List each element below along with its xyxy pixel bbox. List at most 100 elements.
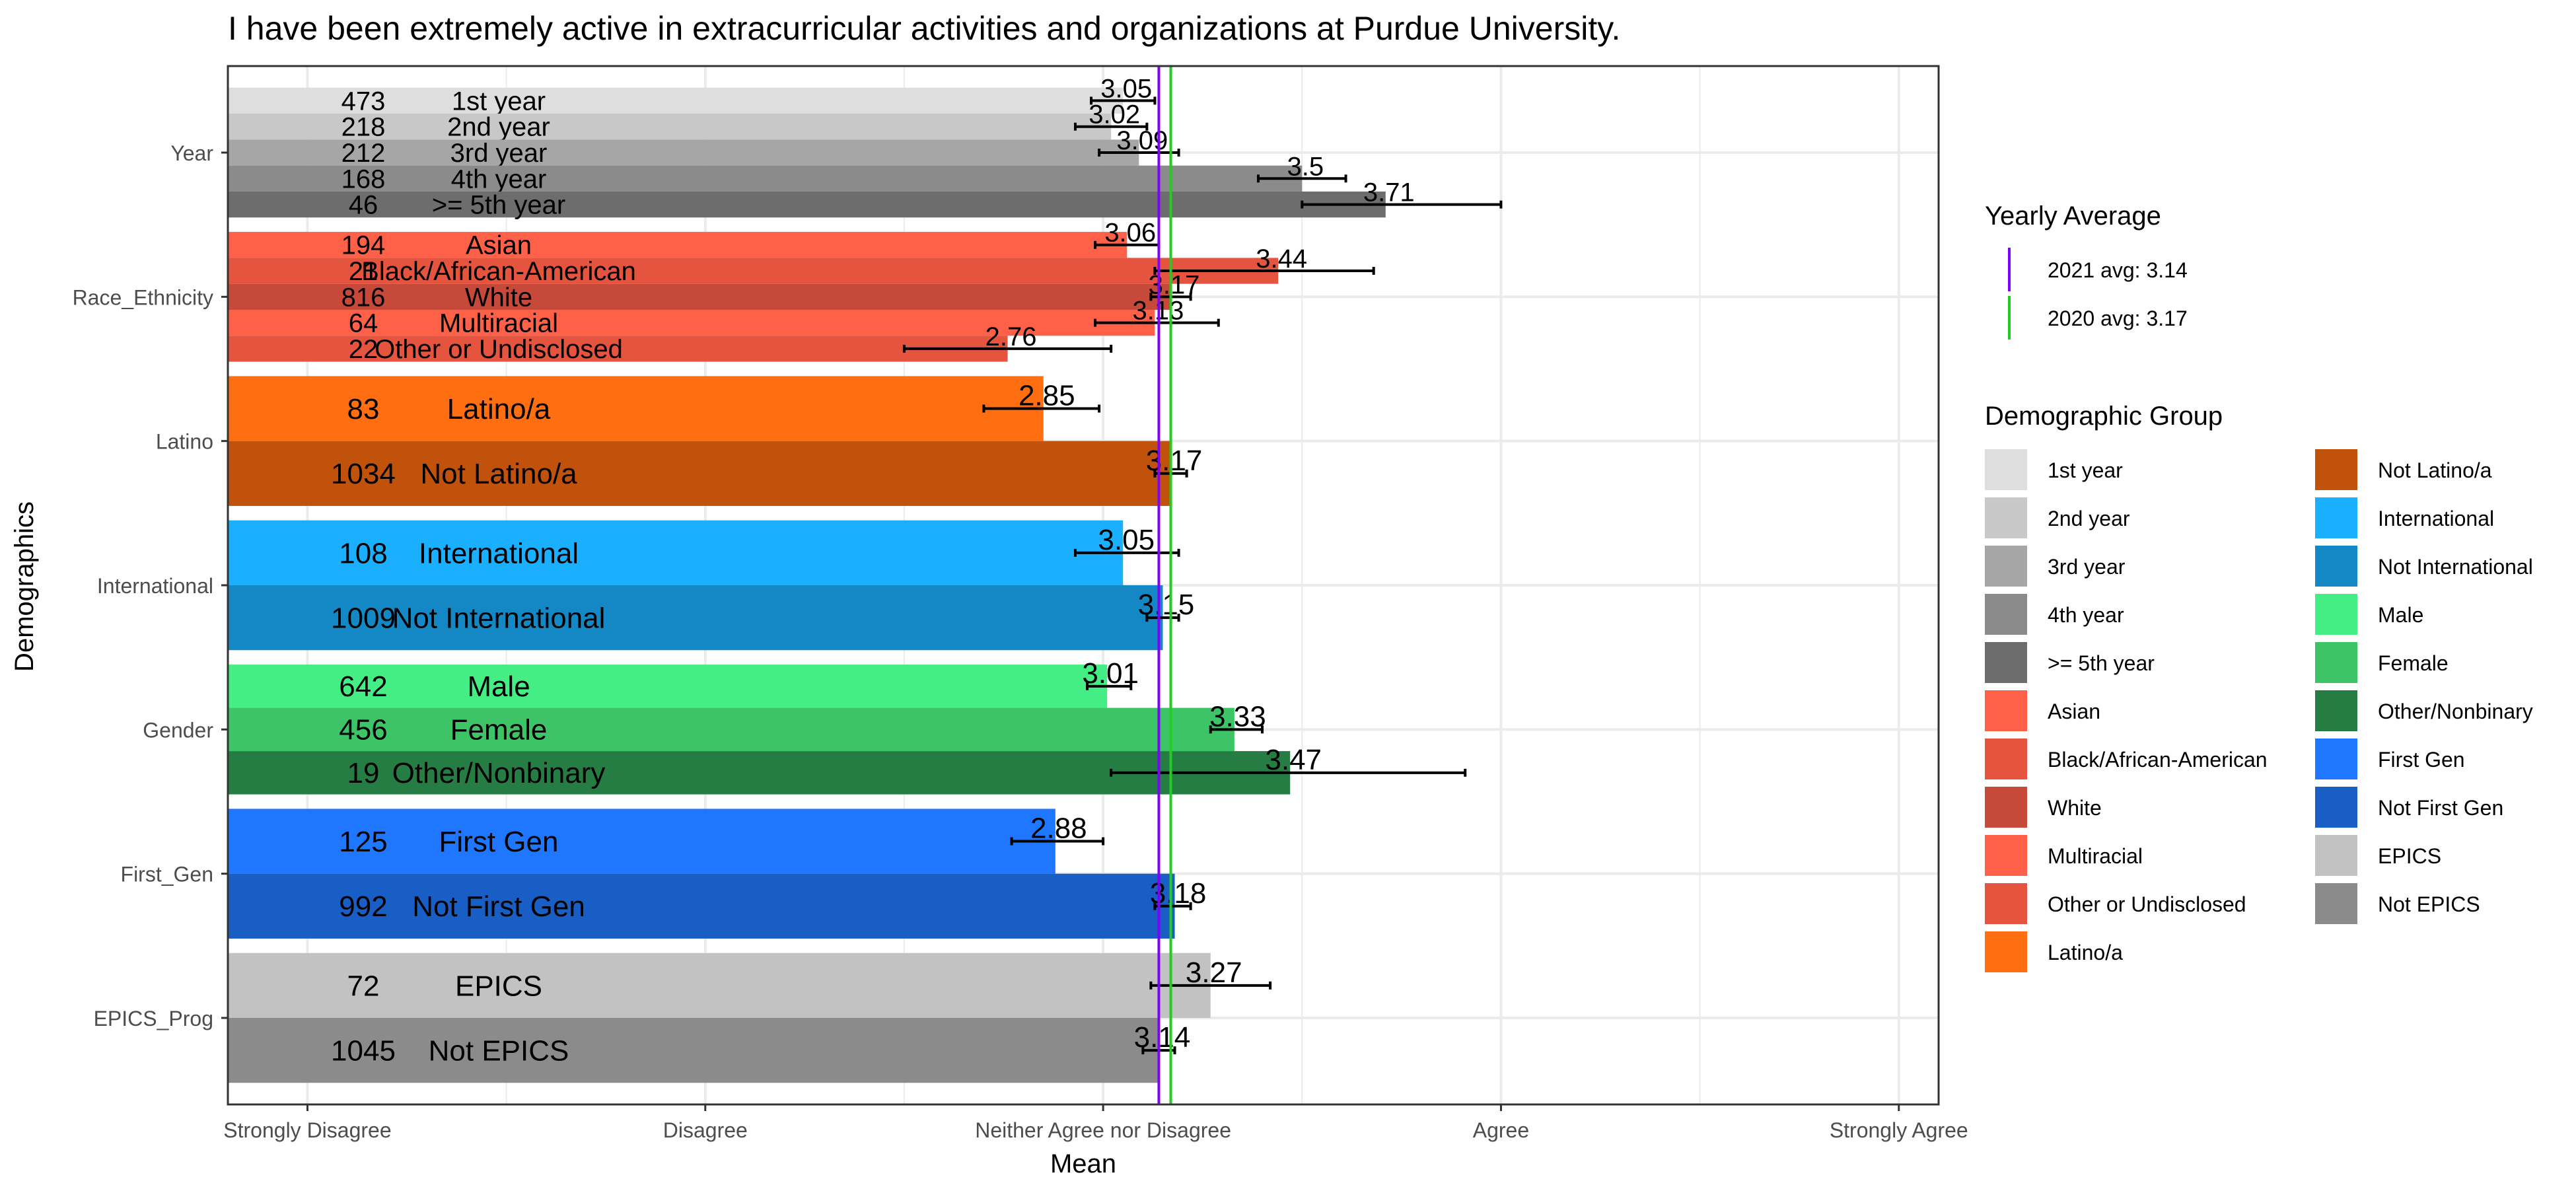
legend-key <box>2315 835 2357 876</box>
reference-legend-label: 2021 avg: 3.14 <box>2048 258 2188 282</box>
bar <box>228 114 1112 140</box>
bar-category-label: Latino/a <box>447 393 551 425</box>
bar-category-label: Other or Undisclosed <box>375 335 623 364</box>
bar-value-label: 3.17 <box>1146 445 1203 477</box>
y-axis-title: Demographics <box>10 501 39 672</box>
legend-label: 2nd year <box>2048 507 2130 530</box>
x-tick-label: Strongly Agree <box>1830 1118 1968 1142</box>
legend-label: Multiracial <box>2048 844 2143 868</box>
bar <box>228 376 1044 441</box>
bar-category-label: First Gen <box>439 826 559 858</box>
bar-count-label: 1034 <box>331 458 396 490</box>
bar <box>228 165 1303 192</box>
bar-value-label: 3.5 <box>1287 152 1324 181</box>
bar-count-label: 19 <box>347 757 380 789</box>
legend-key <box>2315 594 2357 635</box>
bar-category-label: Female <box>450 714 548 746</box>
bar-category-label: International <box>419 537 579 569</box>
bar <box>228 441 1171 506</box>
bar <box>228 585 1163 651</box>
bar-value-label: 3.02 <box>1089 100 1140 129</box>
bar-count-label: 108 <box>339 537 387 569</box>
bar-category-label: 3rd year <box>450 139 548 168</box>
bar-value-label: 3.15 <box>1138 589 1195 621</box>
bar <box>228 336 1008 362</box>
bar-value-label: 3.05 <box>1100 74 1152 103</box>
bar-category-label: Not Latino/a <box>420 458 577 490</box>
bar-value-label: 3.14 <box>1134 1021 1191 1054</box>
legend-label: International <box>2378 507 2494 530</box>
bar-count-label: 46 <box>349 191 378 220</box>
bar-count-label: 22 <box>349 335 378 364</box>
bar-value-label: 3.71 <box>1363 178 1415 207</box>
bar-category-label: Asian <box>466 231 532 260</box>
legend-key <box>2315 883 2357 924</box>
bar-category-label: Black/African-American <box>361 257 636 286</box>
legend-label: Not EPICS <box>2378 892 2480 916</box>
legend-key <box>1985 497 2027 538</box>
bar-category-label: >= 5th year <box>432 191 565 220</box>
bar <box>228 87 1124 114</box>
legend-label: EPICS <box>2378 844 2441 868</box>
bar-category-label: 2nd year <box>447 113 550 142</box>
bar <box>228 191 1386 218</box>
legend-label: 3rd year <box>2048 555 2126 579</box>
legend-key <box>2315 449 2357 490</box>
bar-value-label: 2.76 <box>985 322 1037 351</box>
bar-count-label: 212 <box>341 139 386 168</box>
legend-key <box>1985 931 2027 972</box>
bar-value-label: 3.01 <box>1082 657 1139 690</box>
bar <box>228 665 1108 708</box>
bar-count-label: 83 <box>347 393 380 425</box>
group-legend-title: Demographic Group <box>1985 402 2223 431</box>
bar <box>228 953 1211 1018</box>
y-tick-label: International <box>97 574 213 598</box>
bar <box>228 707 1234 752</box>
legend-label: Not International <box>2378 555 2533 579</box>
bar-category-label: Multiracial <box>439 309 558 338</box>
bar <box>228 139 1139 166</box>
legend-label: Black/African-American <box>2048 748 2268 772</box>
legend-key <box>1985 546 2027 587</box>
bar <box>228 309 1155 336</box>
bar <box>228 283 1171 310</box>
x-tick-label: Agree <box>1473 1118 1529 1142</box>
legend-label: 1st year <box>2048 458 2123 482</box>
legend-key <box>2315 787 2357 828</box>
legend-key <box>1985 642 2027 683</box>
legend-key <box>2315 690 2357 731</box>
bar-count-label: 992 <box>339 890 387 923</box>
bar-value-label: 2.88 <box>1030 812 1087 845</box>
bar <box>228 873 1175 939</box>
legend-label: 4th year <box>2048 603 2124 627</box>
bar-value-label: 3.17 <box>1149 270 1200 299</box>
bar-value-label: 3.27 <box>1186 956 1242 989</box>
legend-key <box>1985 449 2027 490</box>
bar-count-label: 816 <box>341 283 386 312</box>
y-tick-label: Year <box>170 141 213 165</box>
legend-key <box>1985 594 2027 635</box>
bar-count-label: 194 <box>341 231 386 260</box>
bar-category-label: 4th year <box>451 164 547 194</box>
y-tick-label: EPICS_Prog <box>94 1007 213 1030</box>
legend-label: Female <box>2378 651 2449 675</box>
bar-value-label: 3.05 <box>1098 524 1155 556</box>
legend-key <box>1985 883 2027 924</box>
x-tick-label: Disagree <box>663 1118 748 1142</box>
bar <box>228 232 1127 258</box>
legend-key <box>2315 497 2357 538</box>
legend-label: Male <box>2378 603 2423 627</box>
bar <box>228 520 1124 585</box>
bar-count-label: 168 <box>341 164 386 194</box>
bar-count-label: 21 <box>349 257 378 286</box>
legend-label: First Gen <box>2378 748 2465 772</box>
bar-count-label: 125 <box>339 826 387 858</box>
chart-title: I have been extremely active in extracur… <box>228 10 1620 47</box>
bar-count-label: 1009 <box>331 602 396 635</box>
bar-category-label: Male <box>467 670 530 703</box>
bar-count-label: 218 <box>341 113 386 142</box>
legend-label: Latino/a <box>2048 941 2123 964</box>
bar <box>228 1018 1159 1083</box>
x-axis-title: Mean <box>1050 1149 1116 1178</box>
